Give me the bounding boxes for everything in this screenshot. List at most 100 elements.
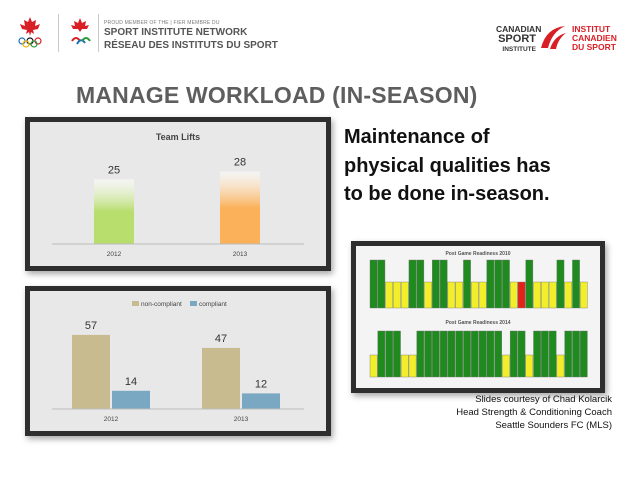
bar-non-compliant-2012 — [72, 334, 110, 409]
readiness-cell — [408, 354, 417, 378]
x-tick-label: 2013 — [234, 416, 249, 423]
bar-compliant-2012 — [112, 390, 150, 409]
compliance-chart: non-compliant compliant 57 14 2012 47 12 2013 — [52, 301, 304, 423]
legend-label: non-compliant — [141, 301, 182, 308]
readiness-cell — [369, 354, 378, 378]
readiness-cell — [393, 281, 401, 309]
readiness-cell — [533, 281, 541, 309]
readiness-cell — [556, 259, 565, 309]
readiness-chart: Post Game Readiness 2010 Post Game Readin… — [369, 251, 588, 378]
legend-swatch — [190, 301, 197, 306]
header-divider — [98, 14, 99, 52]
slide-title: MANAGE WORKLOAD (IN-SEASON) — [76, 82, 478, 108]
bar-compliant-2013 — [242, 393, 280, 409]
csi-name-en: CANADIAN SPORT INSTITUTE — [496, 24, 542, 54]
readiness-cell — [494, 259, 502, 309]
readiness-title: Post Game Readiness 2014 — [445, 320, 510, 326]
header-bar: PROUD MEMBER OF THE | FIER MEMBRE DU SPO… — [0, 0, 638, 62]
readiness-cell — [564, 281, 573, 309]
csi-name-fr: INSTITUT CANADIEN DU SPORT — [572, 24, 617, 52]
legend-label: compliant — [199, 301, 227, 308]
canadian-olympic-logo — [18, 17, 42, 48]
readiness-cell — [432, 259, 440, 309]
readiness-cell — [432, 330, 440, 378]
readiness-cell — [509, 281, 518, 309]
readiness-cell — [478, 281, 487, 309]
header-divider — [58, 14, 59, 52]
readiness-cell — [572, 330, 580, 378]
readiness-title: Post Game Readiness 2010 — [445, 251, 510, 257]
readiness-cell — [580, 281, 588, 309]
readiness-cell — [494, 330, 502, 378]
readiness-cell — [525, 354, 534, 378]
readiness-cell — [580, 330, 588, 378]
readiness-cell — [463, 259, 471, 309]
readiness-cell — [486, 330, 495, 378]
readiness-cell — [525, 259, 534, 309]
chart-title: Team Lifts — [156, 132, 200, 142]
readiness-cell — [369, 259, 378, 309]
x-tick-label: 2013 — [233, 251, 248, 258]
readiness-cell — [471, 281, 479, 309]
readiness-cell — [478, 330, 487, 378]
network-name-en: SPORT INSTITUTE NETWORK — [104, 27, 248, 38]
readiness-cell — [463, 330, 471, 378]
x-tick-label: 2012 — [104, 416, 119, 423]
readiness-cell — [533, 330, 541, 378]
canadian-paralympic-logo — [71, 18, 91, 45]
network-name-fr: RÉSEAU DES INSTITUTS DU SPORT — [104, 40, 278, 51]
readiness-cell — [572, 259, 580, 309]
readiness-cell — [400, 281, 409, 309]
readiness-cell — [502, 259, 510, 309]
readiness-cell — [471, 330, 479, 378]
credit-line-3: Seattle Sounders FC (MLS) — [495, 420, 612, 431]
readiness-cell — [385, 330, 393, 378]
readiness-cell — [400, 354, 409, 378]
team-lifts-chart: Team Lifts 25 2012 28 2013 — [52, 132, 304, 258]
bar-2012 — [94, 179, 134, 244]
readiness-cell — [455, 330, 464, 378]
readiness-cell — [556, 354, 565, 378]
readiness-cell — [517, 281, 526, 309]
readiness-cell — [408, 259, 417, 309]
bullet-text: Maintenance of physical qualities has to… — [344, 126, 551, 205]
team-lifts-chart-panel: Team Lifts 25 2012 28 2013 — [30, 122, 326, 266]
readiness-cell — [541, 281, 549, 309]
readiness-cell — [447, 330, 456, 378]
data-label: 57 — [85, 320, 97, 332]
readiness-cell — [447, 281, 456, 309]
legend-swatch — [132, 301, 139, 306]
readiness-cell — [548, 281, 557, 309]
readiness-cell — [385, 281, 393, 309]
credit-line-2: Head Strength & Conditioning Coach — [456, 407, 612, 418]
data-label: 14 — [125, 376, 137, 388]
x-tick-label: 2012 — [107, 251, 122, 258]
data-label: 28 — [234, 157, 246, 169]
readiness-cell — [502, 354, 510, 378]
readiness-cell — [416, 330, 425, 378]
data-label: 25 — [108, 164, 120, 176]
compliance-chart-panel: non-compliant compliant 57 14 2012 47 12 2013 — [30, 291, 326, 431]
readiness-cell — [393, 330, 401, 378]
readiness-cell — [424, 330, 432, 378]
credit-line-1: Slides courtesy of Chad Kolarcik — [475, 394, 612, 405]
readiness-cell — [564, 330, 573, 378]
readiness-cell — [509, 330, 518, 378]
readiness-cell — [424, 281, 432, 309]
data-label: 47 — [215, 333, 227, 345]
readiness-cell — [439, 259, 448, 309]
network-tagline: PROUD MEMBER OF THE | FIER MEMBRE DU — [104, 20, 220, 26]
data-label: 12 — [255, 378, 267, 390]
bar-2013 — [220, 171, 260, 244]
readiness-cell — [517, 330, 526, 378]
readiness-cell — [416, 259, 425, 309]
readiness-cell — [377, 259, 386, 309]
readiness-cell — [541, 330, 549, 378]
readiness-cell — [377, 330, 386, 378]
readiness-cell — [486, 259, 495, 309]
readiness-cell — [455, 281, 464, 309]
readiness-cell — [439, 330, 448, 378]
csi-swoosh-logo — [541, 26, 566, 49]
bar-non-compliant-2013 — [202, 347, 240, 409]
readiness-cell — [548, 330, 557, 378]
